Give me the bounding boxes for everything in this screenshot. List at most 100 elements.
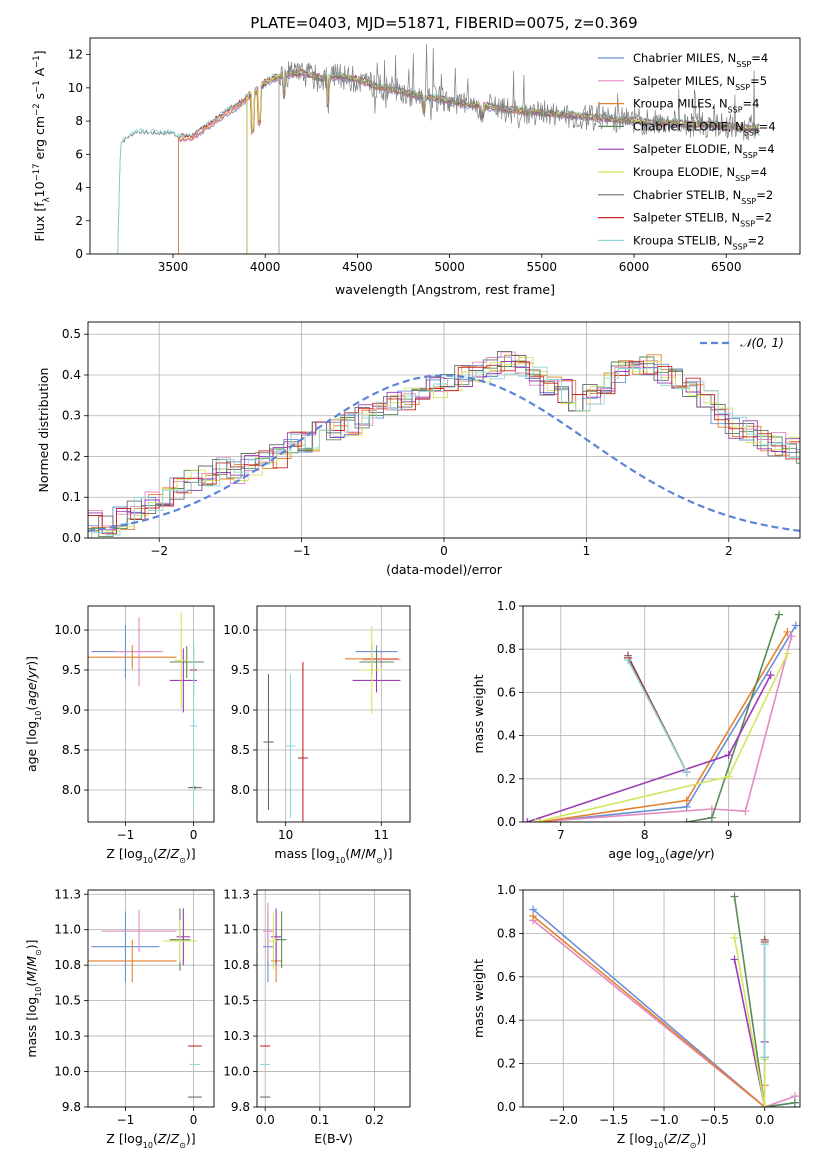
residual-histogram-series	[88, 356, 800, 534]
y-tick-label: 0.4	[62, 368, 81, 382]
y-tick-label: 11.0	[54, 923, 81, 937]
massweight-vs-Z-panel: −2.0 −1.5 −1.0 −0.5 0.0 0.0 0.2 0.4 0.6 0.8 1.0 Z […	[471, 883, 801, 1150]
legend-entry: Kroupa ELODIE, NSSP=4	[633, 165, 767, 183]
spectrum-legend: Chabrier MILES, NSSP=4 Salpeter MILES, NS…	[598, 51, 776, 251]
y-axis-label: Flux [fλ10−17 erg cm−2 s−1 A−1]	[32, 50, 52, 241]
observed-spectrum-line	[278, 44, 760, 254]
axes-frame	[256, 889, 411, 1108]
x-tick-label: 8	[641, 828, 649, 842]
legend-entry: Kroupa STELIB, NSSP=2	[633, 233, 764, 251]
mass-weight-marker	[783, 627, 792, 636]
y-tick-label: 0.4	[497, 729, 516, 743]
y-tick-label: 10.3	[223, 1029, 250, 1043]
x-axis-label: wavelength [Angstrom, rest frame]	[335, 282, 555, 297]
errorbar-point	[169, 646, 204, 678]
x-tick-label: 0	[440, 544, 448, 558]
y-tick-label: 10.8	[223, 958, 250, 972]
legend-entry: Salpeter MILES, NSSP=5	[633, 74, 767, 92]
y-tick-label: 9.8	[62, 1100, 81, 1114]
massweight-vs-age-panel: 7 8 9 0.0 0.2 0.4 0.6 0.8 1.0 age log10(age/yr) ma…	[471, 599, 801, 865]
y-tick-label: 11.3	[223, 887, 250, 901]
legend-entry: Chabrier STELIB, NSSP=2	[633, 188, 773, 206]
mass-weight-marker	[760, 940, 769, 949]
x-axis-label: (data-model)/error	[386, 562, 503, 577]
mass-weight-marker	[760, 1103, 769, 1107]
legend-entry: Kroupa MILES, NSSP=4	[633, 97, 759, 115]
x-tick-label: 11	[374, 828, 389, 842]
mass-weight-marker	[787, 632, 796, 641]
mass-vs-EBV-panel: 0.0 0.1 0.2 9.8 10.0 10.3 10.5 10.8 11.0 11.3 E(B-…	[223, 887, 411, 1146]
mass-weight-series	[532, 919, 796, 1107]
y-tick-label: 8.5	[231, 743, 250, 757]
mass-weight-marker	[529, 912, 538, 921]
x-tick-label: 9	[725, 828, 733, 842]
y-tick-label: 8.5	[62, 743, 81, 757]
x-axis-label: mass [log10(M/M⊙)]	[274, 846, 392, 865]
mass-weight-marker	[760, 1053, 769, 1062]
y-tick-label: 0.0	[62, 531, 81, 545]
mass-weight-marker	[707, 813, 716, 822]
y-tick-label: 0.3	[62, 409, 81, 423]
y-tick-label: 8.0	[231, 783, 250, 797]
mass-vs-Z-panel: −1 0 9.8 10.0 10.3 10.5 10.8 11.0 11.3 Z [log10(Z…	[24, 887, 215, 1150]
x-tick-label: −2	[150, 544, 168, 558]
residual-histogram-series	[91, 366, 800, 538]
mass-weight-marker	[730, 892, 739, 901]
y-axis-label: mass [log10(M/M⊙)]	[24, 939, 43, 1057]
mass-weight-marker	[766, 671, 775, 680]
errorbar-point	[174, 612, 189, 709]
errorbar-point	[88, 939, 177, 983]
errorbar-point	[360, 626, 384, 714]
mass-weight-series	[733, 937, 766, 1107]
y-tick-label: 10.0	[223, 1065, 250, 1079]
x-tick-label: 0	[190, 1113, 198, 1127]
y-tick-label: 8.0	[62, 783, 81, 797]
mass-weight-series	[733, 896, 796, 1107]
y-tick-label: 0.6	[497, 970, 516, 984]
y-tick-label: 0.4	[497, 1013, 516, 1027]
y-tick-label: 9.0	[62, 703, 81, 717]
x-tick-label: 3500	[158, 260, 189, 274]
axes-frame	[89, 37, 801, 255]
y-tick-label: 0.2	[497, 1057, 516, 1071]
y-tick-label: 8	[75, 114, 83, 128]
errorbar-point	[263, 674, 274, 810]
y-tick-label: 1.0	[497, 599, 516, 613]
x-tick-label: 6500	[711, 260, 742, 274]
residual-histogram-series	[88, 361, 800, 538]
errorbar-point	[190, 642, 197, 810]
x-axis-label: Z [log10(Z/Z⊙)]	[617, 1131, 706, 1150]
mass-weight-series	[627, 659, 688, 773]
errorbar-point	[162, 919, 197, 963]
y-tick-label: 4	[75, 181, 83, 195]
residual-histogram-panel: −2 −1 0 1 2 0.0 0.1 0.2 0.3 0.4 0.5 (data-model)/er…	[36, 321, 801, 577]
model-spectrum-line	[117, 67, 760, 254]
errorbar-point	[176, 908, 191, 966]
y-tick-label: 0.8	[497, 926, 516, 940]
x-tick-label: 0.1	[310, 1113, 329, 1127]
errorbar-point	[285, 674, 296, 818]
mass-weight-marker	[682, 768, 691, 777]
y-tick-label: 6	[75, 147, 83, 161]
normal-reference-curve	[88, 374, 800, 532]
y-tick-label: 10.0	[223, 623, 250, 637]
x-tick-label: 4500	[342, 260, 373, 274]
axes-frame	[522, 605, 801, 823]
y-tick-label: 10	[68, 81, 83, 95]
mass-weight-marker	[790, 1098, 799, 1107]
mass-weight-marker	[623, 656, 632, 664]
y-tick-label: 9.0	[231, 703, 250, 717]
errorbar-point	[169, 648, 197, 713]
legend-entry: 𝒩(0, 1)	[740, 336, 784, 350]
axes-frame	[256, 605, 411, 823]
y-tick-label: 11.3	[54, 887, 81, 901]
mass-weight-marker	[523, 818, 532, 822]
y-tick-label: 12	[68, 48, 83, 62]
y-tick-label: 10.5	[223, 994, 250, 1008]
x-tick-label: −1.5	[599, 1113, 628, 1127]
y-tick-label: 0.2	[62, 449, 81, 463]
mass-weight-marker	[724, 772, 733, 781]
mass-weight-marker	[682, 796, 691, 805]
x-tick-label: 0	[190, 828, 198, 842]
mass-weight-series	[535, 635, 793, 822]
